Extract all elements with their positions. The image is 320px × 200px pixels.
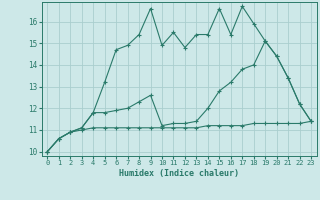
X-axis label: Humidex (Indice chaleur): Humidex (Indice chaleur)	[119, 169, 239, 178]
